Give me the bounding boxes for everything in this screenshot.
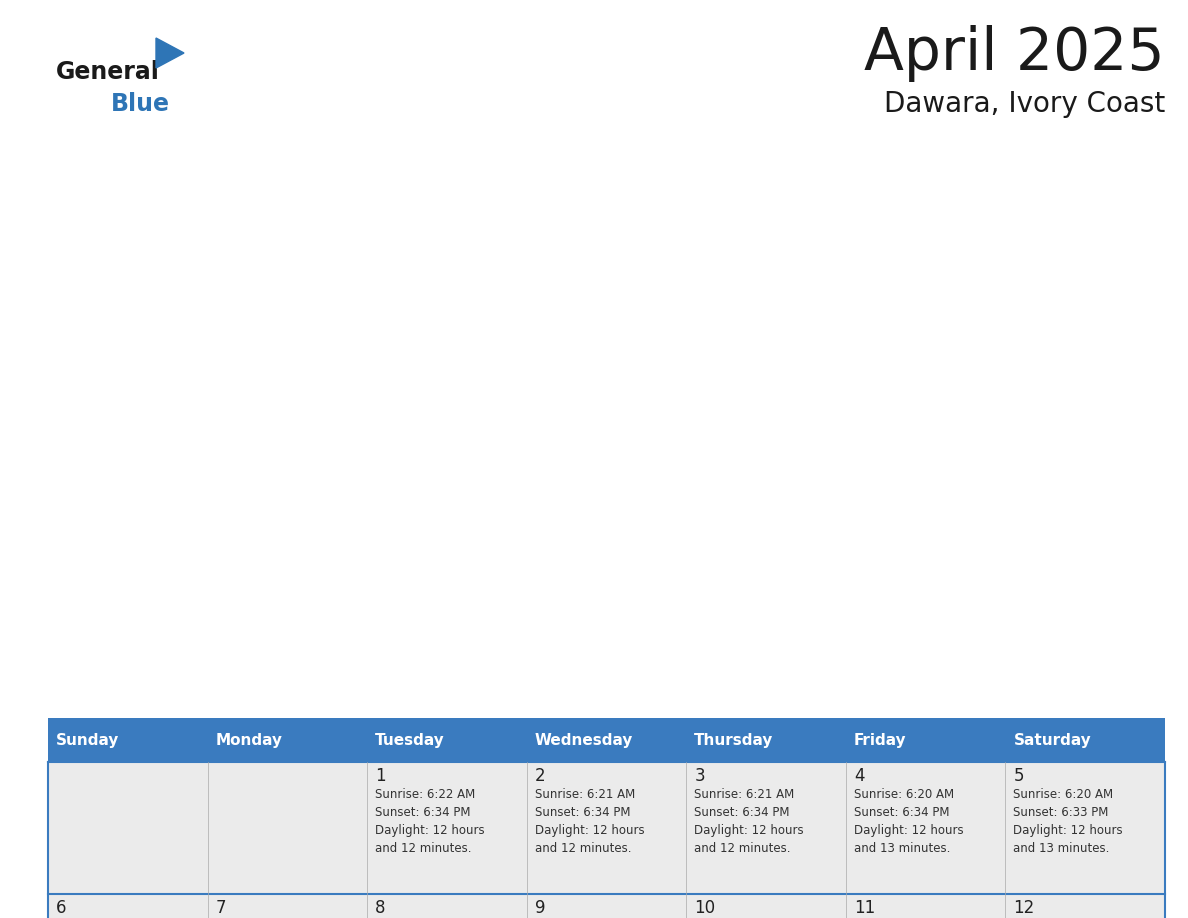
Text: 10: 10 xyxy=(694,899,715,917)
Text: Daylight: 12 hours
and 12 minutes.: Daylight: 12 hours and 12 minutes. xyxy=(375,824,485,856)
Text: Sunset: 6:33 PM: Sunset: 6:33 PM xyxy=(1013,806,1108,819)
Text: Sunday: Sunday xyxy=(56,733,119,747)
Text: Thursday: Thursday xyxy=(694,733,773,747)
Text: General: General xyxy=(56,60,160,84)
Text: Daylight: 12 hours
and 13 minutes.: Daylight: 12 hours and 13 minutes. xyxy=(1013,824,1123,856)
Text: Saturday: Saturday xyxy=(1013,733,1092,747)
Text: Dawara, Ivory Coast: Dawara, Ivory Coast xyxy=(884,90,1165,118)
Text: 12: 12 xyxy=(1013,899,1035,917)
Text: 6: 6 xyxy=(56,899,67,917)
Text: 1: 1 xyxy=(375,767,386,785)
Text: Monday: Monday xyxy=(215,733,283,747)
Text: Sunrise: 6:20 AM: Sunrise: 6:20 AM xyxy=(854,788,954,801)
Text: Tuesday: Tuesday xyxy=(375,733,444,747)
Text: Daylight: 12 hours
and 13 minutes.: Daylight: 12 hours and 13 minutes. xyxy=(854,824,963,856)
Text: Sunrise: 6:20 AM: Sunrise: 6:20 AM xyxy=(1013,788,1113,801)
Bar xyxy=(48,894,1165,918)
Text: 4: 4 xyxy=(854,767,865,785)
Text: Daylight: 12 hours
and 12 minutes.: Daylight: 12 hours and 12 minutes. xyxy=(535,824,644,856)
Text: Blue: Blue xyxy=(110,92,170,116)
Text: 3: 3 xyxy=(694,767,704,785)
Text: Sunset: 6:34 PM: Sunset: 6:34 PM xyxy=(694,806,790,819)
Text: Sunrise: 6:21 AM: Sunrise: 6:21 AM xyxy=(694,788,795,801)
Text: Sunset: 6:34 PM: Sunset: 6:34 PM xyxy=(854,806,949,819)
Text: 5: 5 xyxy=(1013,767,1024,785)
Text: Friday: Friday xyxy=(854,733,906,747)
Text: Wednesday: Wednesday xyxy=(535,733,633,747)
Text: 2: 2 xyxy=(535,767,545,785)
Text: Sunset: 6:34 PM: Sunset: 6:34 PM xyxy=(375,806,470,819)
Text: Sunrise: 6:21 AM: Sunrise: 6:21 AM xyxy=(535,788,634,801)
Text: 9: 9 xyxy=(535,899,545,917)
Text: 11: 11 xyxy=(854,899,876,917)
Bar xyxy=(48,718,1165,762)
Text: Sunset: 6:34 PM: Sunset: 6:34 PM xyxy=(535,806,630,819)
Text: April 2025: April 2025 xyxy=(865,25,1165,82)
Polygon shape xyxy=(156,38,184,68)
Text: Sunrise: 6:22 AM: Sunrise: 6:22 AM xyxy=(375,788,475,801)
Text: Daylight: 12 hours
and 12 minutes.: Daylight: 12 hours and 12 minutes. xyxy=(694,824,804,856)
Text: 8: 8 xyxy=(375,899,386,917)
Bar xyxy=(48,762,1165,894)
Text: 7: 7 xyxy=(215,899,226,917)
